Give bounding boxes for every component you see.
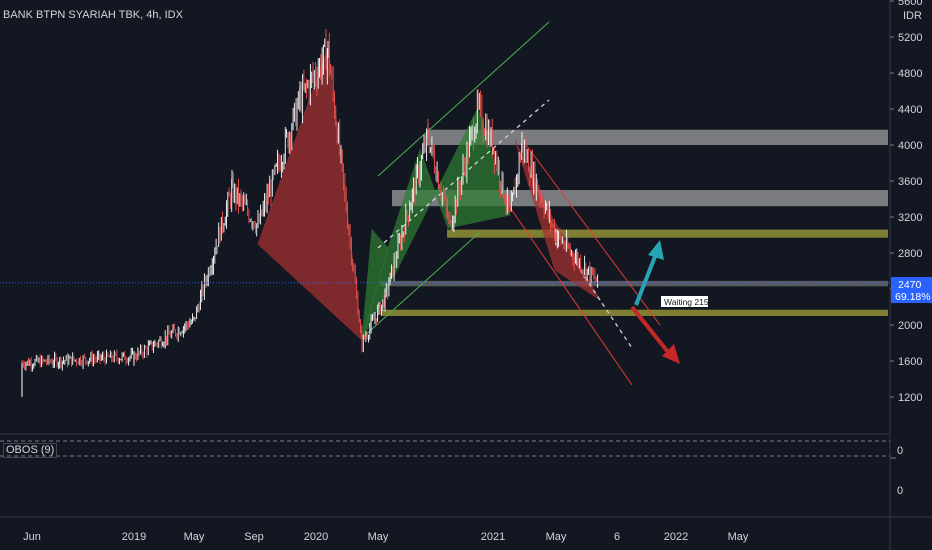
price-tick-label: 4800: [898, 68, 922, 80]
time-tick-label: 2021: [481, 531, 505, 543]
price-tick-label: 1600: [898, 356, 922, 368]
price-tick-label: 1200: [898, 392, 922, 404]
price-badge-price: 2470: [898, 279, 922, 291]
price-badge-percent: 69.18%: [895, 291, 931, 303]
obos-axis-tick-lower: 0: [897, 485, 903, 497]
time-tick-label: 2022: [664, 531, 688, 543]
price-tick-label: 4400: [898, 104, 922, 116]
time-tick-label: 6: [614, 531, 620, 543]
time-tick-label: 2019: [122, 531, 146, 543]
price-badge: 2470 69.18%: [891, 277, 932, 303]
resistance-zone: [427, 129, 888, 145]
support-zone: [447, 229, 888, 238]
candles-layer: [21, 28, 599, 397]
annotation-text: Waiting 2150: [664, 297, 714, 307]
time-tick-label: May: [728, 531, 749, 543]
annotation-box: [661, 296, 708, 307]
price-tick-label: 3200: [898, 212, 922, 224]
green-channel-upper: [377, 21, 550, 177]
price-axis-ticks: 1200160020002400280032003600400044004800…: [890, 0, 922, 404]
red-channel-lower: [497, 189, 633, 386]
price-tick-label: 4000: [898, 140, 922, 152]
price-tick-label: 2800: [898, 248, 922, 260]
green-channel-lower: [361, 231, 481, 339]
bearish-pattern-right: [514, 139, 601, 301]
price-tick-label: 2000: [898, 320, 922, 332]
time-tick-label: Sep: [244, 531, 264, 543]
bullish-arrow-head: [648, 240, 664, 260]
price-tick-label: 5200: [898, 32, 922, 44]
price-tick-label: 3600: [898, 176, 922, 188]
time-tick-label: May: [184, 531, 205, 543]
time-axis-ticks: Jun 2019 May Sep 2020 May 2021 May 6 2022 May: [23, 531, 749, 543]
dashed-trendline: [377, 99, 550, 249]
arrows-layer: [630, 240, 680, 364]
obos-indicator-label[interactable]: OBOS (9): [3, 443, 58, 458]
annotation-label: Waiting 2150: [661, 296, 714, 307]
obos-axis-tick-upper: 0: [897, 445, 903, 457]
time-tick-label: May: [546, 531, 567, 543]
time-tick-label: Jun: [23, 531, 41, 543]
time-tick-label: May: [368, 531, 389, 543]
resistance-zone: [380, 280, 888, 287]
bearish-arrow-head: [662, 344, 680, 364]
symbol-title: BANK BTPN SYARIAH TBK, 4h, IDX: [3, 9, 184, 21]
currency-label: IDR: [903, 10, 922, 22]
time-tick-label: 2020: [304, 531, 328, 543]
bullish-arrow-shaft: [634, 253, 658, 306]
red-channel-upper: [523, 141, 661, 326]
bullish-pattern-small: [361, 228, 389, 341]
resistance-zone: [392, 190, 888, 207]
price-tick-label: 5600: [898, 0, 922, 8]
bearish-arrow-shaft: [630, 305, 670, 354]
price-badge-box: [891, 277, 932, 303]
channels-layer: [361, 21, 661, 386]
